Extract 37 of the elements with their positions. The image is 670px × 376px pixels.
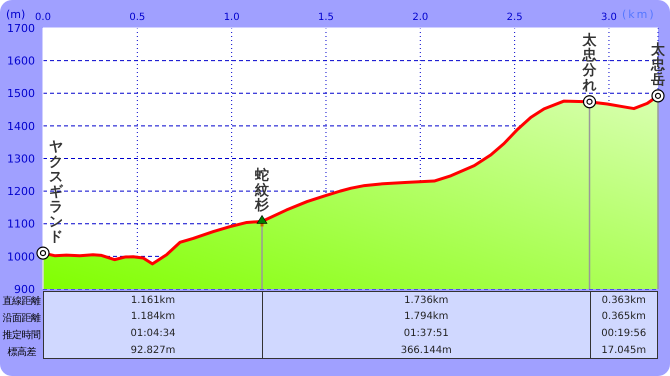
annotation: 蛇紋杉 [254, 167, 270, 214]
annotation: 太忠岳 [650, 42, 666, 88]
x-tick-label: 2.0 [412, 12, 428, 23]
x-tick-label: 0.0 [35, 12, 51, 23]
y-tick-label: 1500 [7, 87, 35, 100]
x-tick-label: 2.5 [506, 12, 523, 23]
y-tick-label: 1100 [7, 218, 35, 231]
text: 1.794km [262, 308, 590, 325]
text: 01:04:34 [43, 325, 262, 342]
annotation: 太忠分れ [582, 32, 598, 94]
x-axis-title: (km) [622, 8, 656, 21]
text: 17.045m [590, 342, 658, 359]
text: 00:19:56 [590, 325, 658, 342]
text: 沿面距離 [2, 312, 42, 325]
text: 推定時間 [2, 328, 42, 342]
x-tick-label: 1.5 [318, 12, 334, 23]
y-tick-label: 1300 [7, 152, 35, 166]
x-tick-label: 0.5 [129, 12, 146, 23]
text: 92.827m [43, 342, 262, 359]
text: 直線距離 [2, 294, 42, 308]
text: 標高差 [6, 346, 37, 359]
text: 0.363km [590, 291, 658, 308]
text: 01:37:51 [262, 325, 590, 342]
text: 0.365km [590, 308, 658, 325]
y-tick-label: 900 [14, 282, 35, 296]
text: 1.161km [43, 291, 262, 308]
text: 1.184km [43, 308, 262, 325]
text: 1.736km [262, 291, 590, 308]
y-axis-title: (m) [6, 8, 26, 21]
y-tick-label: 1200 [7, 185, 35, 198]
x-tick-label: 1.0 [224, 12, 240, 23]
y-tick-label: 1600 [7, 54, 35, 68]
y-tick-label: 1700 [7, 22, 35, 35]
x-tick-label: 3.0 [601, 12, 617, 23]
y-tick-label: 1400 [7, 120, 35, 133]
y-tick-label: 1000 [7, 250, 35, 264]
text: 366.144m [262, 342, 590, 359]
